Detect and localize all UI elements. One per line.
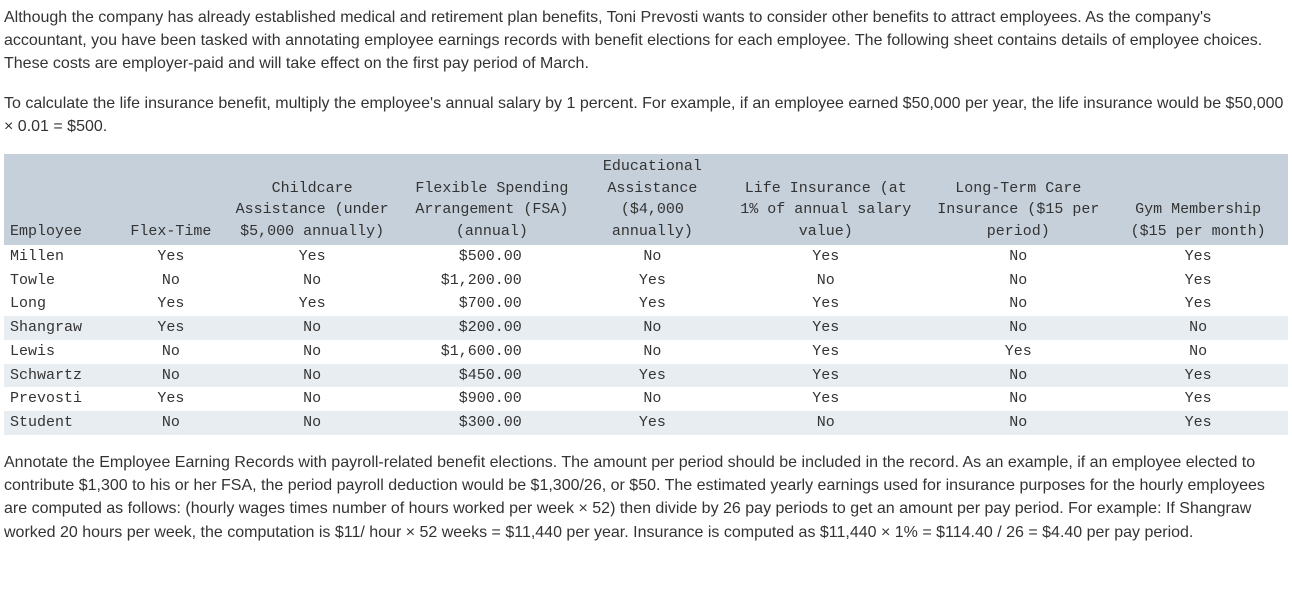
cell: $900.00 [402, 387, 582, 411]
cell: Yes [1108, 411, 1288, 435]
cell: No [222, 316, 402, 340]
cell: $500.00 [402, 245, 582, 269]
cell: Yes [582, 364, 723, 388]
col-header-4: Educational Assistance ($4,000 annually) [582, 154, 723, 245]
cell: No [1108, 340, 1288, 364]
cell: Yes [723, 292, 928, 316]
cell: Lewis [4, 340, 120, 364]
cell: Yes [1108, 364, 1288, 388]
cell: $1,600.00 [402, 340, 582, 364]
cell: No [222, 269, 402, 293]
cell: Millen [4, 245, 120, 269]
cell: No [928, 269, 1108, 293]
cell: Yes [1108, 292, 1288, 316]
cell: Schwartz [4, 364, 120, 388]
cell: Yes [723, 340, 928, 364]
cell: No [120, 364, 223, 388]
cell: $450.00 [402, 364, 582, 388]
cell: Yes [120, 292, 223, 316]
cell: No [928, 316, 1108, 340]
table-row: LongYesYes$700.00YesYesNoYes [4, 292, 1288, 316]
cell: Yes [1108, 387, 1288, 411]
col-header-0: Employee [4, 154, 120, 245]
table-body: MillenYesYes$500.00NoYesNoYesTowleNoNo$1… [4, 245, 1288, 435]
cell: No [222, 364, 402, 388]
intro-paragraph-1: Although the company has already establi… [4, 6, 1288, 76]
cell: Yes [582, 411, 723, 435]
cell: Student [4, 411, 120, 435]
cell: No [222, 411, 402, 435]
cell: No [222, 387, 402, 411]
cell: No [928, 364, 1108, 388]
cell: Yes [582, 269, 723, 293]
cell: No [928, 387, 1108, 411]
col-header-5: Life Insurance (at 1% of annual salary v… [723, 154, 928, 245]
cell: $700.00 [402, 292, 582, 316]
cell: No [582, 340, 723, 364]
cell: No [582, 316, 723, 340]
cell: Yes [723, 245, 928, 269]
table-row: StudentNoNo$300.00YesNoNoYes [4, 411, 1288, 435]
cell: Yes [582, 292, 723, 316]
table-row: PrevostiYesNo$900.00NoYesNoYes [4, 387, 1288, 411]
cell: No [723, 411, 928, 435]
cell: Yes [120, 245, 223, 269]
cell: Yes [222, 245, 402, 269]
table-row: TowleNoNo$1,200.00YesNoNoYes [4, 269, 1288, 293]
cell: $1,200.00 [402, 269, 582, 293]
cell: No [120, 411, 223, 435]
cell: Prevosti [4, 387, 120, 411]
cell: Yes [1108, 269, 1288, 293]
intro-paragraph-2: To calculate the life insurance benefit,… [4, 92, 1288, 138]
table-row: MillenYesYes$500.00NoYesNoYes [4, 245, 1288, 269]
table-row: SchwartzNoNo$450.00YesYesNoYes [4, 364, 1288, 388]
instruction-paragraph: Annotate the Employee Earning Records wi… [4, 451, 1288, 544]
cell: Yes [723, 387, 928, 411]
table-row: ShangrawYesNo$200.00NoYesNoNo [4, 316, 1288, 340]
cell: No [723, 269, 928, 293]
cell: Yes [928, 340, 1108, 364]
col-header-7: Gym Membership ($15 per month) [1108, 154, 1288, 245]
cell: Yes [723, 364, 928, 388]
cell: $200.00 [402, 316, 582, 340]
cell: Shangraw [4, 316, 120, 340]
benefits-table: EmployeeFlex-TimeChildcare Assistance (u… [4, 154, 1288, 435]
cell: No [582, 387, 723, 411]
col-header-6: Long-Term Care Insurance ($15 per period… [928, 154, 1108, 245]
cell: Yes [1108, 245, 1288, 269]
table-header: EmployeeFlex-TimeChildcare Assistance (u… [4, 154, 1288, 245]
cell: No [120, 340, 223, 364]
cell: No [582, 245, 723, 269]
cell: No [222, 340, 402, 364]
cell: Towle [4, 269, 120, 293]
cell: Yes [723, 316, 928, 340]
cell: Yes [120, 316, 223, 340]
cell: No [928, 411, 1108, 435]
col-header-3: Flexible Spending Arrangement (FSA) (ann… [402, 154, 582, 245]
cell: No [928, 245, 1108, 269]
cell: $300.00 [402, 411, 582, 435]
cell: No [120, 269, 223, 293]
cell: Yes [120, 387, 223, 411]
cell: No [1108, 316, 1288, 340]
col-header-1: Flex-Time [120, 154, 223, 245]
table-row: LewisNoNo$1,600.00NoYesYesNo [4, 340, 1288, 364]
col-header-2: Childcare Assistance (under $5,000 annua… [222, 154, 402, 245]
cell: Long [4, 292, 120, 316]
cell: Yes [222, 292, 402, 316]
cell: No [928, 292, 1108, 316]
